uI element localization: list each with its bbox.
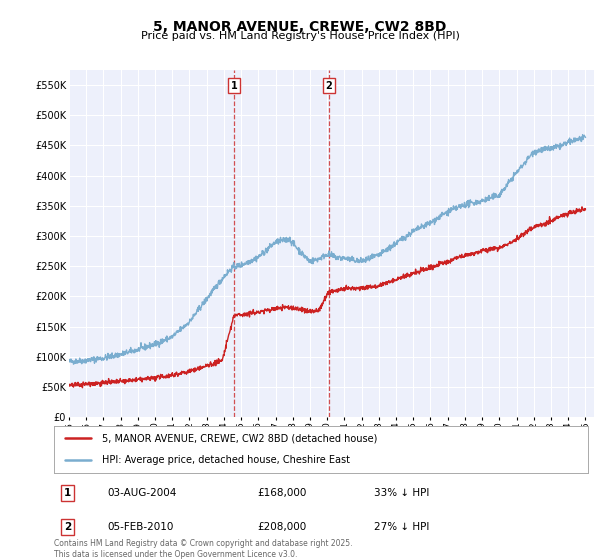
Text: 03-AUG-2004: 03-AUG-2004 [107, 488, 177, 498]
Text: 1: 1 [230, 81, 237, 91]
Text: 27% ↓ HPI: 27% ↓ HPI [374, 522, 430, 531]
Text: 1: 1 [64, 488, 71, 498]
Text: Contains HM Land Registry data © Crown copyright and database right 2025.
This d: Contains HM Land Registry data © Crown c… [54, 539, 353, 559]
Text: 2: 2 [64, 522, 71, 531]
Text: £208,000: £208,000 [257, 522, 306, 531]
Text: 5, MANOR AVENUE, CREWE, CW2 8BD (detached house): 5, MANOR AVENUE, CREWE, CW2 8BD (detache… [102, 433, 377, 444]
Text: 2: 2 [325, 81, 332, 91]
Text: 05-FEB-2010: 05-FEB-2010 [107, 522, 174, 531]
Text: £168,000: £168,000 [257, 488, 306, 498]
Text: 33% ↓ HPI: 33% ↓ HPI [374, 488, 430, 498]
Text: HPI: Average price, detached house, Cheshire East: HPI: Average price, detached house, Ches… [102, 455, 350, 465]
Text: 5, MANOR AVENUE, CREWE, CW2 8BD: 5, MANOR AVENUE, CREWE, CW2 8BD [154, 20, 446, 34]
Text: Price paid vs. HM Land Registry's House Price Index (HPI): Price paid vs. HM Land Registry's House … [140, 31, 460, 41]
